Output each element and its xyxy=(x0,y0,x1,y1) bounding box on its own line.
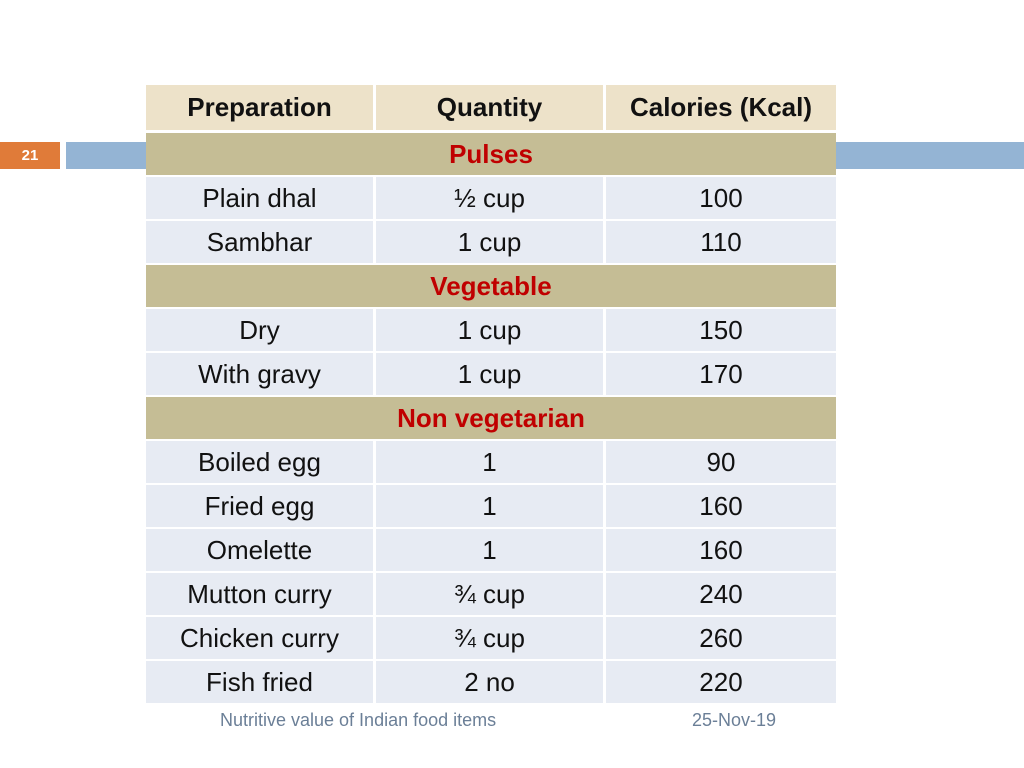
cell-preparation: Boiled egg xyxy=(146,441,376,485)
cell-calories: 100 xyxy=(606,177,836,221)
cell-calories: 240 xyxy=(606,573,836,617)
cell-calories: 160 xyxy=(606,485,836,529)
cell-quantity: 1 xyxy=(376,529,606,573)
cell-quantity: 1 cup xyxy=(376,353,606,397)
cell-calories: 220 xyxy=(606,661,836,705)
cell-quantity: 1 cup xyxy=(376,309,606,353)
section-row-pulses: Pulses xyxy=(146,133,836,177)
cell-calories: 150 xyxy=(606,309,836,353)
cell-preparation: With gravy xyxy=(146,353,376,397)
cell-preparation: Fried egg xyxy=(146,485,376,529)
nutrition-table: Preparation Quantity Calories (Kcal) Pul… xyxy=(146,85,836,705)
cell-preparation: Plain dhal xyxy=(146,177,376,221)
table-row: Mutton curry ¾ cup 240 xyxy=(146,573,836,617)
cell-calories: 260 xyxy=(606,617,836,661)
cell-quantity: ¾ cup xyxy=(376,573,606,617)
cell-calories: 110 xyxy=(606,221,836,265)
decorative-bar-left xyxy=(66,142,146,169)
cell-preparation: Mutton curry xyxy=(146,573,376,617)
header-preparation: Preparation xyxy=(146,85,376,133)
table-row: Chicken curry ¾ cup 260 xyxy=(146,617,836,661)
cell-calories: 170 xyxy=(606,353,836,397)
section-title: Vegetable xyxy=(146,265,836,309)
section-row-vegetable: Vegetable xyxy=(146,265,836,309)
slide-number: 21 xyxy=(0,142,60,169)
table-row: Omelette 1 160 xyxy=(146,529,836,573)
section-title: Non vegetarian xyxy=(146,397,836,441)
cell-preparation: Sambhar xyxy=(146,221,376,265)
table-row: With gravy 1 cup 170 xyxy=(146,353,836,397)
cell-preparation: Chicken curry xyxy=(146,617,376,661)
cell-quantity: ½ cup xyxy=(376,177,606,221)
cell-calories: 160 xyxy=(606,529,836,573)
table-row: Dry 1 cup 150 xyxy=(146,309,836,353)
footer-title: Nutritive value of Indian food items xyxy=(220,710,497,730)
cell-calories: 90 xyxy=(606,441,836,485)
table-row: Sambhar 1 cup 110 xyxy=(146,221,836,265)
cell-preparation: Omelette xyxy=(146,529,376,573)
header-quantity: Quantity xyxy=(376,85,606,133)
cell-quantity: 2 no xyxy=(376,661,606,705)
table-header-row: Preparation Quantity Calories (Kcal) xyxy=(146,85,836,133)
header-calories: Calories (Kcal) xyxy=(606,85,836,133)
decorative-bar-right xyxy=(836,142,1024,169)
table-row: Fish fried 2 no 220 xyxy=(146,661,836,705)
cell-quantity: 1 cup xyxy=(376,221,606,265)
cell-preparation: Dry xyxy=(146,309,376,353)
cell-quantity: ¾ cup xyxy=(376,617,606,661)
table-row: Fried egg 1 160 xyxy=(146,485,836,529)
footer-date: 25-Nov-19 xyxy=(692,710,777,730)
table-row: Plain dhal ½ cup 100 xyxy=(146,177,836,221)
section-row-non-vegetarian: Non vegetarian xyxy=(146,397,836,441)
section-title: Pulses xyxy=(146,133,836,177)
table-row: Boiled egg 1 90 xyxy=(146,441,836,485)
cell-quantity: 1 xyxy=(376,485,606,529)
cell-preparation: Fish fried xyxy=(146,661,376,705)
cell-quantity: 1 xyxy=(376,441,606,485)
